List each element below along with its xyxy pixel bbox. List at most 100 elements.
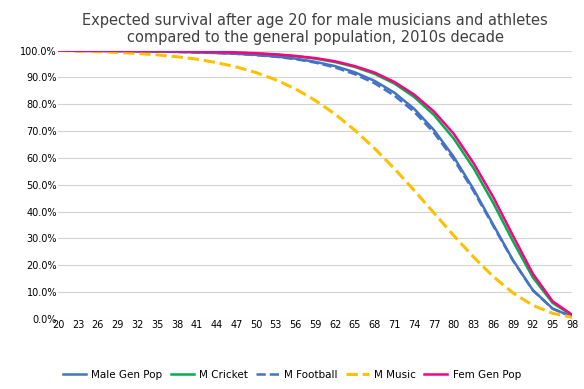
Fem Gen Pop [95, 49, 102, 53]
M Music [569, 315, 576, 320]
M Cricket [213, 50, 220, 54]
M Music [509, 291, 516, 295]
M Football [292, 57, 299, 61]
M Cricket [55, 48, 62, 53]
Fem Gen Pop [272, 52, 279, 57]
Male Gen Pop [529, 287, 536, 292]
Fem Gen Pop [352, 64, 359, 68]
M Music [55, 48, 62, 53]
M Cricket [529, 275, 536, 280]
M Cricket [292, 54, 299, 58]
Fem Gen Pop [332, 59, 339, 64]
Fem Gen Pop [75, 49, 82, 53]
M Music [272, 77, 279, 82]
M Music [430, 210, 437, 215]
Line: Fem Gen Pop: Fem Gen Pop [58, 51, 572, 315]
M Cricket [154, 49, 161, 54]
Male Gen Pop [569, 314, 576, 319]
M Cricket [509, 239, 516, 244]
M Cricket [391, 81, 398, 86]
M Cricket [95, 49, 102, 53]
M Football [55, 48, 62, 53]
M Music [332, 112, 339, 117]
Fem Gen Pop [470, 161, 477, 165]
M Music [134, 51, 141, 56]
M Cricket [569, 313, 576, 318]
Fem Gen Pop [312, 56, 319, 60]
M Football [193, 50, 200, 55]
M Football [95, 49, 102, 53]
M Music [411, 188, 418, 193]
M Music [95, 49, 102, 54]
Male Gen Pop [55, 48, 62, 53]
M Football [470, 189, 477, 193]
Fem Gen Pop [154, 49, 161, 53]
Fem Gen Pop [509, 233, 516, 238]
Male Gen Pop [252, 53, 259, 57]
Line: M Cricket: M Cricket [58, 51, 572, 315]
Fem Gen Pop [252, 51, 259, 56]
M Football [272, 54, 279, 59]
M Cricket [272, 52, 279, 57]
M Music [549, 311, 556, 316]
M Football [529, 288, 536, 293]
Male Gen Pop [509, 258, 516, 263]
M Cricket [490, 201, 497, 205]
M Music [490, 274, 497, 279]
M Football [114, 49, 121, 53]
M Cricket [352, 65, 359, 69]
M Music [75, 49, 82, 53]
Legend: Male Gen Pop, M Cricket, M Football, M Music, Fem Gen Pop: Male Gen Pop, M Cricket, M Football, M M… [59, 365, 525, 384]
M Cricket [470, 166, 477, 170]
Fem Gen Pop [450, 131, 457, 136]
Male Gen Pop [371, 79, 378, 83]
M Cricket [411, 95, 418, 99]
Line: M Football: M Football [58, 51, 572, 317]
M Music [173, 54, 180, 59]
Male Gen Pop [352, 70, 359, 75]
Fem Gen Pop [213, 49, 220, 54]
M Football [134, 49, 141, 54]
Male Gen Pop [75, 49, 82, 53]
Title: Expected survival after age 20 for male musicians and athletes
compared to the g: Expected survival after age 20 for male … [82, 13, 548, 45]
M Football [509, 258, 516, 263]
Male Gen Pop [272, 54, 279, 59]
M Music [371, 146, 378, 151]
M Music [470, 255, 477, 259]
M Football [233, 51, 240, 56]
M Cricket [114, 49, 121, 53]
M Football [252, 53, 259, 58]
M Football [352, 72, 359, 77]
Fem Gen Pop [114, 49, 121, 53]
M Cricket [371, 72, 378, 76]
Fem Gen Pop [411, 92, 418, 97]
M Football [490, 224, 497, 228]
M Cricket [173, 49, 180, 54]
M Football [332, 65, 339, 70]
M Music [154, 53, 161, 57]
Male Gen Pop [193, 50, 200, 55]
Male Gen Pop [213, 51, 220, 55]
M Music [352, 128, 359, 133]
M Cricket [233, 51, 240, 55]
M Football [213, 51, 220, 55]
Fem Gen Pop [529, 271, 536, 276]
Male Gen Pop [391, 90, 398, 95]
M Cricket [430, 113, 437, 117]
Fem Gen Pop [173, 49, 180, 54]
Male Gen Pop [154, 49, 161, 54]
M Football [154, 49, 161, 54]
Fem Gen Pop [233, 50, 240, 55]
M Football [371, 81, 378, 86]
M Cricket [75, 49, 82, 53]
Line: M Music: M Music [58, 51, 572, 317]
Fem Gen Pop [430, 109, 437, 114]
Line: Male Gen Pop: Male Gen Pop [58, 51, 572, 317]
M Football [312, 60, 319, 65]
Male Gen Pop [292, 56, 299, 61]
Fem Gen Pop [391, 80, 398, 84]
Fem Gen Pop [134, 49, 141, 53]
M Music [114, 50, 121, 55]
M Football [549, 307, 556, 311]
M Cricket [193, 49, 200, 54]
